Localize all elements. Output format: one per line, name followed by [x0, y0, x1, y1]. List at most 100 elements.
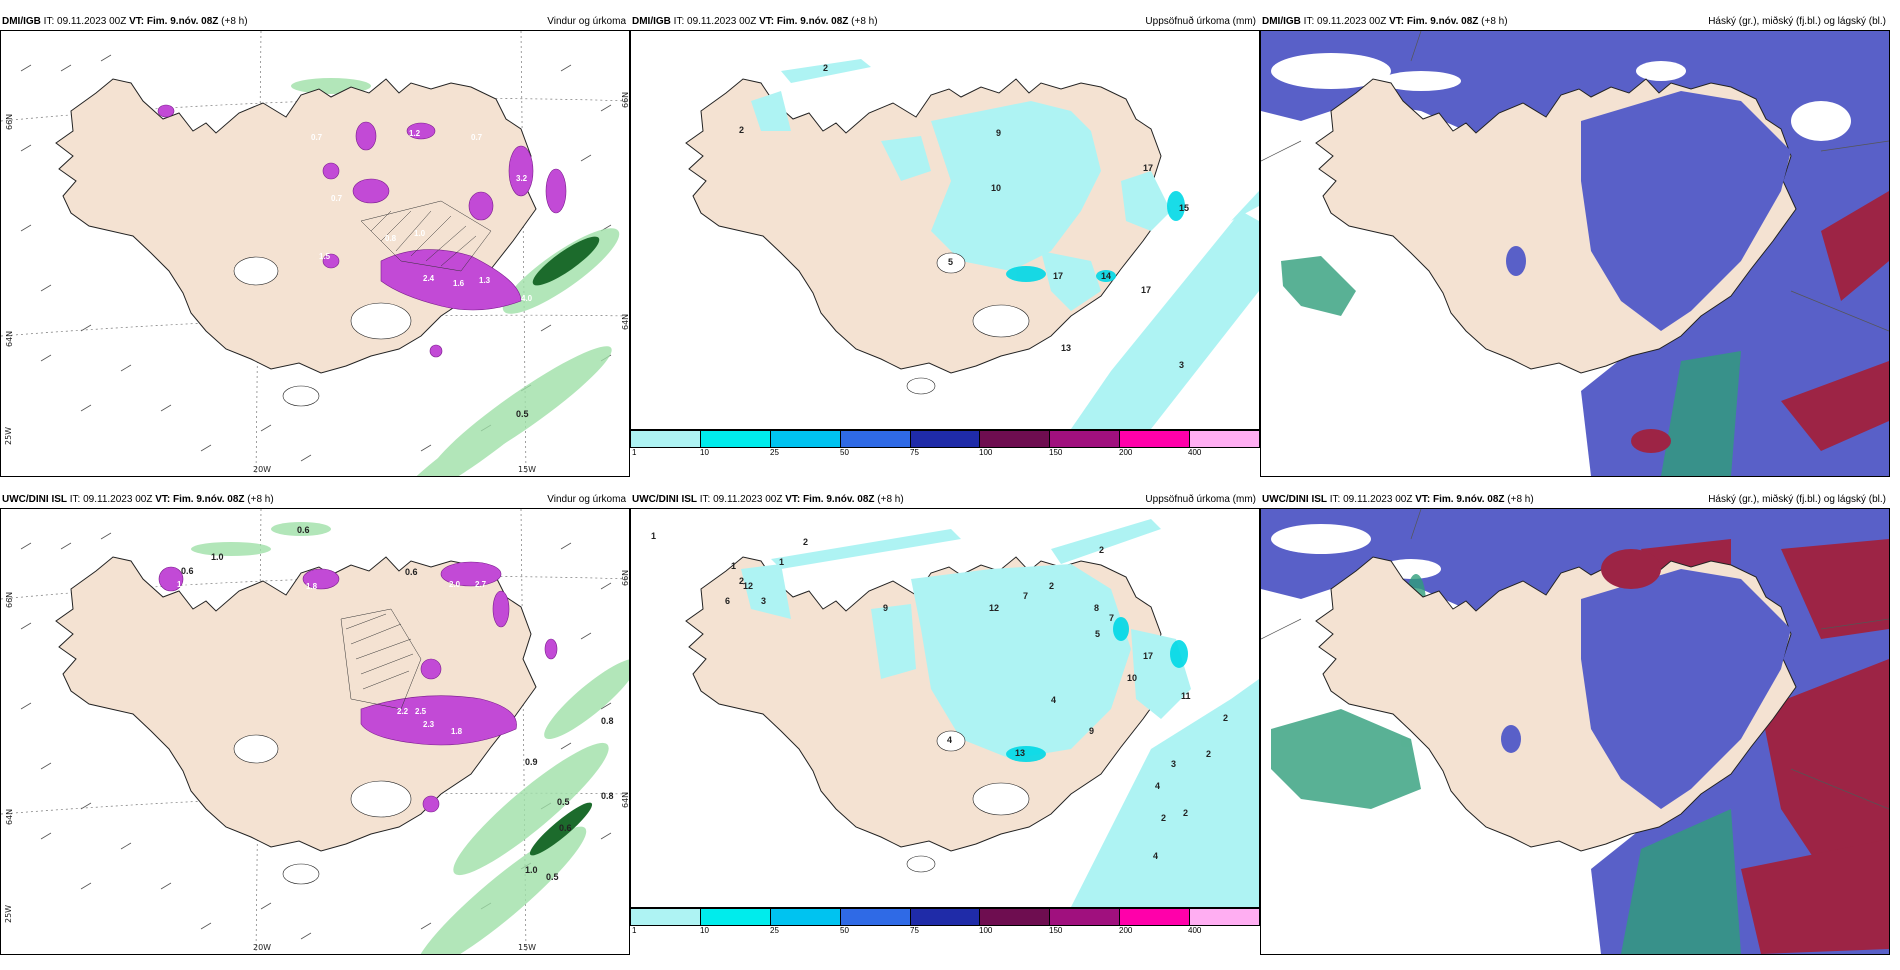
valid-time: Fim. 9.nóv. 08Z [803, 494, 875, 505]
model-source: DMI/IGB [2, 16, 41, 27]
lon-label: 15W [518, 465, 536, 474]
accum-value: 2 [1223, 713, 1228, 723]
colorbar-tick: 100 [979, 448, 993, 457]
precip-value: 1.8 [306, 582, 318, 591]
colorbar-swatch [770, 909, 841, 925]
heavy-precip-core [529, 802, 593, 856]
lat-label: 66N [621, 570, 629, 586]
map-area[interactable]: 2 2 9 10 17 15 5 17 14 17 3 13 [630, 30, 1260, 430]
panel-uwc-accum-precip: UWC/DINI ISL IT: 09.11.2023 00Z VT: Fim.… [630, 492, 1260, 970]
accum-value: 17 [1053, 271, 1063, 281]
precip-value: 0.7 [331, 194, 343, 203]
lat-label: 64N [621, 792, 629, 808]
valid-time: Fim. 9.nóv. 08Z [146, 16, 219, 27]
precip-value: 0.6 [559, 823, 572, 833]
panel-header: DMI/IGB IT: 09.11.2023 00Z VT: Fim. 9.nó… [630, 14, 1260, 30]
panel-dmi-wind-precip: DMI/IGB IT: 09.11.2023 00Z VT: Fim. 9.nó… [0, 14, 630, 492]
lat-label: 64N [5, 331, 14, 347]
colorbar-tick: 10 [700, 926, 709, 935]
colorbar-tick: 150 [1049, 448, 1063, 457]
accum-value: 17 [1141, 285, 1151, 295]
accum-value: 2 [1183, 808, 1188, 818]
colorbar-tick: 50 [840, 926, 849, 935]
accum-value: 1 [779, 557, 784, 567]
accum-value: 12 [989, 603, 999, 613]
init-time: IT: 09.11.2023 00Z [673, 16, 757, 27]
precip-value: 2.5 [415, 707, 427, 716]
heavy-precip-areas [157, 104, 567, 358]
accum-value: 4 [947, 735, 952, 745]
colorbar-swatch [770, 431, 841, 447]
iceland-land [55, 78, 537, 374]
panel-dmi-accum-precip: DMI/IGB IT: 09.11.2023 00Z VT: Fim. 9.nó… [630, 14, 1260, 492]
valid-time-label: VT: [155, 494, 171, 505]
lead-time: (+8 h) [1507, 494, 1534, 505]
colorbar-swatch [631, 431, 701, 447]
accum-value: 9 [996, 128, 1001, 138]
accum-value: 13 [1015, 748, 1025, 758]
panel-header: UWC/DINI ISL IT: 09.11.2023 00Z VT: Fim.… [0, 492, 630, 508]
precip-value: 2.2 [397, 707, 409, 716]
colorbar-swatch [700, 909, 771, 925]
precip-value: 1.0 [525, 865, 538, 875]
colorbar-swatch [1120, 431, 1191, 447]
accum-value: 7 [1023, 591, 1028, 601]
lead-time: (+8 h) [1481, 16, 1508, 27]
colorbar-tick: 1 [632, 926, 637, 935]
accum-core-areas [1006, 617, 1188, 762]
accum-value: 2 [739, 576, 744, 586]
accum-value: 15 [1179, 203, 1189, 213]
accum-sea-areas [781, 59, 1259, 429]
accum-value: 2 [1049, 581, 1054, 591]
init-time: IT: 09.11.2023 00Z [43, 16, 127, 27]
valid-time-label: VT: [785, 494, 801, 505]
colorbar-tick: 150 [1049, 926, 1063, 935]
accum-value: 10 [991, 183, 1001, 193]
accum-value: 6 [725, 596, 730, 606]
lat-label: 66N [5, 592, 14, 608]
precip-value: 2.7 [475, 580, 487, 589]
accum-value: 12 [743, 581, 753, 591]
panel-title: Háský (gr.), miðský (fj.bl.) og lágský (… [1708, 16, 1886, 27]
colorbar-tick: 75 [910, 448, 919, 457]
colorbar-swatch [980, 431, 1051, 447]
valid-time: Fim. 9.nóv. 08Z [776, 16, 849, 27]
precip-value: 1.3 [479, 276, 491, 285]
precip-value: 0.8 [385, 234, 397, 243]
map-area[interactable] [1260, 508, 1890, 955]
init-time: IT: 09.11.2023 00Z [1329, 494, 1413, 505]
valid-time-label: VT: [759, 16, 775, 27]
accum-value: 5 [1095, 629, 1100, 639]
panel-header: UWC/DINI ISL IT: 09.11.2023 00Z VT: Fim.… [1260, 492, 1890, 508]
map-area[interactable]: 1 2 1 1 2 2 6 12 3 9 12 7 2 8 5 7 17 10 … [630, 508, 1260, 908]
accum-value: 17 [1143, 651, 1153, 661]
model-source: UWC/DINI ISL [632, 494, 697, 505]
map-area[interactable]: 0.7 0.7 1.2 3.2 2.4 1.6 1.3 4.0 0.5 0.8 … [0, 30, 630, 477]
precip-value: 1.2 [409, 129, 421, 138]
accum-value: 9 [1089, 726, 1094, 736]
map-area[interactable] [1260, 30, 1890, 477]
precip-value: 0.5 [557, 797, 570, 807]
accum-value: 10 [1127, 673, 1137, 683]
valid-time-label: VT: [1389, 16, 1405, 27]
precip-value: 1.5 [319, 252, 331, 261]
accum-value: 7 [1109, 613, 1114, 623]
accum-value: 3 [1171, 759, 1176, 769]
map-area[interactable]: 0.6 1.0 0.6 1.6 0.6 2.0 2.7 1.8 2.2 2.5 … [0, 508, 630, 955]
init-time: IT: 09.11.2023 00Z [69, 494, 153, 505]
heavy-precip-core [532, 236, 600, 286]
accum-value: 2 [1161, 813, 1166, 823]
colorbar-swatch [631, 909, 701, 925]
precip-value: 0.6 [297, 525, 310, 535]
colorbar-swatch [1120, 909, 1191, 925]
lat-label: 64N [621, 314, 629, 330]
valid-time: Fim. 9.nóv. 08Z [173, 494, 245, 505]
panel-header: UWC/DINI ISL IT: 09.11.2023 00Z VT: Fim.… [630, 492, 1260, 508]
precip-value: 1.0 [414, 229, 426, 238]
colorbar-swatch [980, 909, 1051, 925]
colorbar-tick: 100 [979, 926, 993, 935]
precip-value: 0.8 [601, 716, 614, 726]
init-time: IT: 09.11.2023 00Z [699, 494, 783, 505]
lat-label: 66N [621, 92, 629, 108]
precip-value: 0.6 [405, 567, 418, 577]
